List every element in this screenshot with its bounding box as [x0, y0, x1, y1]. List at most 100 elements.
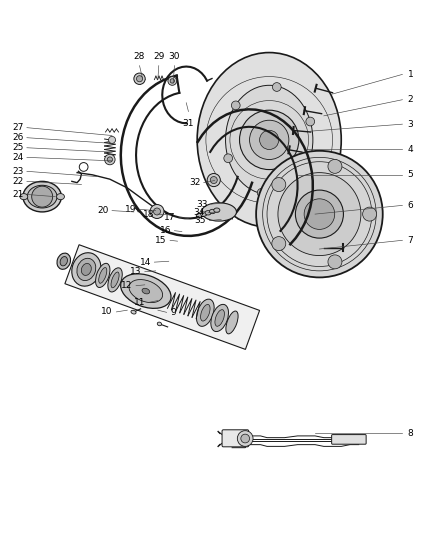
Text: 18: 18: [143, 209, 154, 219]
Circle shape: [295, 190, 343, 238]
Ellipse shape: [131, 310, 136, 314]
Circle shape: [105, 154, 115, 165]
Text: 27: 27: [12, 123, 23, 132]
Circle shape: [231, 101, 240, 110]
Ellipse shape: [60, 256, 67, 266]
Ellipse shape: [129, 280, 162, 303]
Text: 15: 15: [155, 236, 166, 245]
Text: 11: 11: [134, 298, 146, 307]
Circle shape: [210, 176, 217, 183]
Ellipse shape: [27, 185, 57, 208]
Ellipse shape: [142, 288, 150, 294]
Text: 24: 24: [12, 153, 23, 162]
Circle shape: [241, 434, 250, 443]
FancyBboxPatch shape: [332, 434, 366, 444]
Circle shape: [306, 117, 314, 126]
Circle shape: [150, 205, 164, 219]
Text: 12: 12: [121, 281, 133, 290]
Text: 19: 19: [124, 205, 136, 214]
Ellipse shape: [23, 181, 61, 212]
Text: 25: 25: [12, 143, 23, 152]
Circle shape: [224, 154, 233, 163]
Ellipse shape: [201, 203, 237, 221]
Text: 3: 3: [408, 120, 413, 128]
Text: 22: 22: [12, 177, 23, 186]
Ellipse shape: [226, 311, 238, 334]
Ellipse shape: [108, 268, 122, 292]
Text: 33: 33: [196, 199, 208, 208]
Text: 1: 1: [408, 70, 413, 79]
Text: 16: 16: [159, 226, 171, 235]
Ellipse shape: [111, 272, 119, 288]
Circle shape: [298, 170, 307, 179]
Ellipse shape: [95, 263, 110, 287]
Ellipse shape: [20, 193, 28, 200]
Ellipse shape: [77, 259, 96, 280]
Circle shape: [137, 76, 143, 82]
Ellipse shape: [278, 173, 361, 256]
Text: 30: 30: [169, 52, 180, 61]
Circle shape: [237, 431, 253, 446]
Text: 17: 17: [164, 213, 175, 222]
Circle shape: [260, 130, 279, 149]
Ellipse shape: [81, 263, 91, 276]
Text: 28: 28: [134, 52, 145, 61]
Text: 35: 35: [194, 216, 206, 225]
Text: 4: 4: [408, 145, 413, 154]
Text: 2: 2: [408, 95, 413, 104]
Ellipse shape: [214, 208, 220, 212]
Circle shape: [168, 77, 177, 85]
Text: 5: 5: [408, 171, 413, 179]
Ellipse shape: [120, 274, 171, 309]
Ellipse shape: [57, 193, 64, 200]
Circle shape: [304, 199, 335, 229]
Ellipse shape: [196, 213, 202, 217]
Text: 31: 31: [183, 119, 194, 128]
Ellipse shape: [197, 299, 214, 326]
Circle shape: [328, 159, 342, 173]
Ellipse shape: [99, 268, 107, 283]
Ellipse shape: [201, 212, 207, 216]
Circle shape: [109, 136, 116, 143]
Circle shape: [272, 83, 281, 91]
Text: 34: 34: [193, 208, 205, 217]
Text: 20: 20: [97, 206, 109, 215]
Polygon shape: [65, 245, 260, 350]
Circle shape: [207, 174, 220, 187]
Circle shape: [272, 177, 286, 191]
Text: 6: 6: [408, 201, 413, 210]
Text: 14: 14: [140, 257, 151, 266]
Ellipse shape: [215, 310, 224, 326]
Ellipse shape: [57, 253, 71, 269]
Ellipse shape: [72, 253, 101, 286]
Ellipse shape: [205, 211, 211, 215]
Text: 32: 32: [189, 178, 200, 187]
Circle shape: [328, 255, 342, 269]
Circle shape: [134, 73, 145, 84]
Circle shape: [170, 79, 174, 83]
Text: 21: 21: [12, 190, 23, 199]
Circle shape: [257, 188, 266, 197]
Text: 9: 9: [170, 308, 176, 317]
Circle shape: [107, 157, 113, 162]
Ellipse shape: [197, 53, 341, 227]
Text: 26: 26: [12, 133, 23, 142]
Ellipse shape: [256, 151, 383, 277]
Ellipse shape: [211, 304, 229, 332]
Text: 29: 29: [153, 52, 164, 61]
Circle shape: [240, 110, 299, 169]
Ellipse shape: [201, 304, 210, 321]
Ellipse shape: [226, 85, 313, 195]
Circle shape: [32, 186, 53, 207]
Text: 10: 10: [102, 308, 113, 317]
Circle shape: [272, 237, 286, 251]
Circle shape: [250, 120, 289, 159]
Circle shape: [363, 207, 377, 221]
Text: 23: 23: [12, 167, 23, 176]
Circle shape: [153, 208, 160, 215]
Text: 8: 8: [408, 429, 413, 438]
FancyBboxPatch shape: [222, 430, 249, 447]
Text: 13: 13: [130, 267, 141, 276]
Ellipse shape: [157, 322, 162, 326]
Ellipse shape: [209, 209, 215, 214]
